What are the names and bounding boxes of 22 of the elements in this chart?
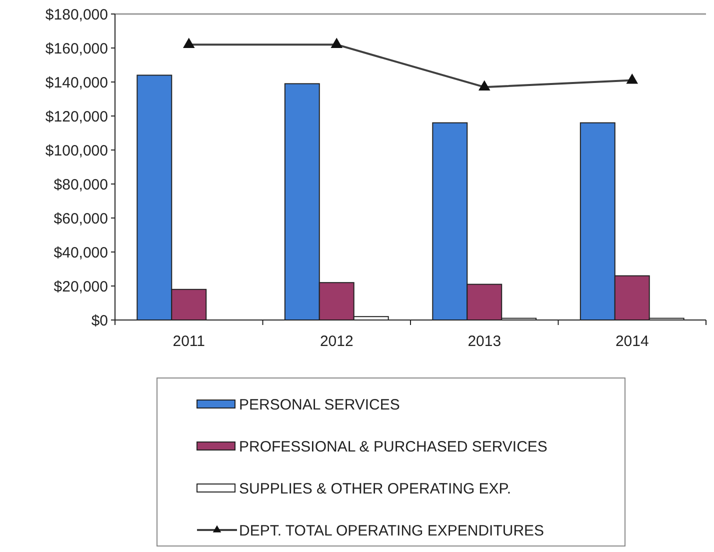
y-tick-label: $160,000 <box>45 40 108 58</box>
y-tick-label: $60,000 <box>54 210 108 228</box>
legend-label: DEPT. TOTAL OPERATING EXPENDITURES <box>239 522 544 540</box>
legend-label: PERSONAL SERVICES <box>239 396 400 414</box>
point <box>330 38 343 48</box>
x-tick-label: 2014 <box>615 333 649 350</box>
x-tick-label: 2012 <box>320 333 354 350</box>
y-tick-label: $100,000 <box>45 142 108 160</box>
legend-label: SUPPLIES & OTHER OPERATING EXP. <box>239 480 512 498</box>
y-tick-label: $20,000 <box>54 278 108 296</box>
x-tick-label: 2011 <box>172 333 206 350</box>
point <box>478 80 490 90</box>
y-tick-label: $40,000 <box>54 244 108 262</box>
point <box>626 74 638 84</box>
y-tick-label: $140,000 <box>45 74 108 92</box>
y-tick-label: $0 <box>91 312 108 330</box>
point <box>182 38 195 48</box>
y-tick-label: $180,000 <box>45 6 108 24</box>
y-tick-label: $120,000 <box>45 108 108 126</box>
legend-label: PROFESSIONAL & PURCHASED SERVICES <box>239 438 548 456</box>
y-tick-label: $80,000 <box>54 176 108 194</box>
x-tick-label: 2013 <box>468 333 502 350</box>
